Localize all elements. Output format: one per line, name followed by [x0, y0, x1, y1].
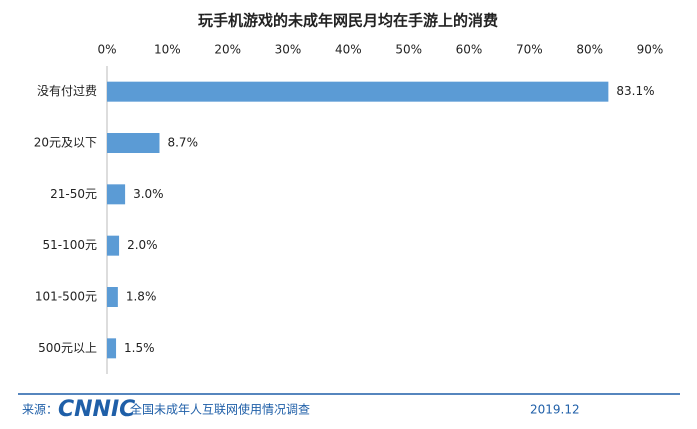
x-tick-label: 40%: [335, 43, 362, 57]
x-tick-label: 0%: [97, 43, 116, 57]
logo: CNNIC: [58, 397, 135, 422]
bar: [107, 184, 126, 205]
date: 2019.12: [530, 403, 580, 417]
y-tick-label: 21-50元: [50, 187, 97, 201]
value-label: 83.1%: [616, 84, 654, 98]
value-label: 3.0%: [133, 187, 164, 201]
y-tick-label: 500元以上: [38, 341, 97, 355]
bar: [107, 287, 118, 307]
chart-title: 玩手机游戏的未成年网民月均在手游上的消费: [198, 12, 498, 30]
value-label: 1.5%: [124, 341, 155, 355]
x-tick-label: 60%: [456, 43, 483, 57]
x-tick-label: 20%: [214, 43, 241, 57]
x-tick-label: 70%: [516, 43, 543, 57]
survey-name: 全国未成年人互联网使用情况调查: [130, 402, 310, 417]
x-tick-label: 90%: [637, 43, 664, 57]
bar: [107, 81, 609, 102]
bar: [107, 133, 160, 153]
source-label: 来源：: [22, 403, 58, 417]
y-tick-label: 没有付过费: [37, 83, 97, 98]
value-label: 8.7%: [167, 136, 198, 150]
value-label: 1.8%: [126, 290, 157, 304]
x-tick-label: 10%: [154, 43, 181, 57]
bar: [107, 235, 120, 256]
x-tick-label: 80%: [576, 43, 603, 57]
x-tick-label: 50%: [395, 43, 422, 57]
bar: [107, 338, 117, 359]
y-tick-label: 101-500元: [35, 290, 97, 304]
x-tick-label: 30%: [275, 43, 302, 57]
y-tick-label: 51-100元: [42, 238, 97, 252]
value-label: 2.0%: [127, 238, 158, 252]
y-tick-label: 20元及以下: [34, 136, 97, 150]
